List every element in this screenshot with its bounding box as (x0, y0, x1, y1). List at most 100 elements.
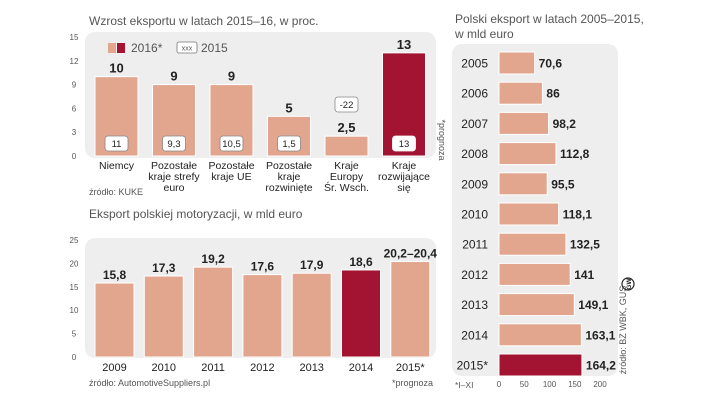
bar-2015* (498, 353, 583, 377)
y-tick-label: 15 (70, 33, 79, 42)
value-label: 86 (546, 87, 560, 101)
category-label: 2015* (396, 362, 425, 374)
category-label: kraje UE (211, 171, 251, 183)
value-label: 112,8 (560, 147, 590, 161)
legend-label-2016: 2016* (131, 41, 163, 55)
bar-2014 (341, 269, 381, 358)
bar-2010 (498, 202, 560, 226)
category-label: 2014 (461, 328, 488, 342)
category-label: rozwinięte (265, 182, 312, 194)
value-label-2015: 11 (112, 139, 122, 150)
value-label: 132,5 (570, 238, 600, 252)
category-label: rozwijające (378, 171, 430, 183)
bar-2005 (498, 51, 536, 75)
value-box-2015-4 (334, 96, 359, 113)
bar-2006 (498, 81, 543, 105)
value-label-2016: 13 (397, 37, 411, 52)
export-growth-title: Wzrost eksportu w latach 2015–16, w proc… (89, 14, 318, 28)
legend-box-text: xxx (182, 46, 193, 53)
category-label: Europy (330, 171, 364, 183)
export-growth-chart: Wzrost eksportu w latach 2015–16, w proc… (70, 14, 447, 197)
value-label: 18,6 (349, 255, 373, 269)
category-label: 2007 (461, 117, 488, 131)
value-label: 17,6 (251, 260, 275, 274)
value-label-2015: 1,5 (282, 139, 295, 150)
value-box-2015-2 (219, 135, 244, 152)
bar-2016-4 (324, 135, 369, 157)
bar-2007 (498, 111, 550, 135)
legend-swatch-2016-dark (117, 43, 125, 53)
category-label: się (397, 182, 411, 194)
bar-2010 (143, 275, 184, 358)
bar-2011 (498, 232, 567, 256)
y-tick-label: 0 (72, 353, 77, 362)
category-label: Kraje (392, 160, 417, 172)
category-label: Niemcy (99, 160, 135, 172)
bar-2014 (498, 323, 582, 347)
value-label-2015: 13 (399, 139, 410, 150)
category-label: kraje (278, 171, 301, 183)
value-label: 15,8 (103, 268, 127, 282)
category-label: 2009 (102, 362, 126, 374)
value-label: 149,1 (578, 298, 608, 312)
y-tick-label: 9 (72, 81, 77, 90)
bar-2012 (242, 274, 283, 358)
bar-2013 (291, 272, 332, 358)
y-tick-label: 3 (72, 128, 77, 137)
category-label: 2014 (349, 362, 373, 374)
category-label: 2011 (462, 238, 488, 252)
category-label: 2009 (461, 177, 488, 191)
category-label: 2005 (461, 57, 488, 71)
category-label: 2012 (250, 362, 274, 374)
bar-2011 (193, 266, 234, 358)
value-label-2015: -22 (340, 100, 354, 111)
bar-2015* (390, 261, 431, 358)
y-tick-label: 15 (70, 283, 79, 292)
export-growth-y-axis: 0 3 6 9 12 15 (70, 33, 79, 161)
value-label: 17,9 (300, 258, 324, 272)
polish-export-chart: Polski eksport w latach 2005–2015, w mld… (452, 12, 644, 390)
logo-text: GW (626, 278, 633, 290)
polish-export-bars: 2005 70,6 2006 86 2007 98,2 2008 112,8 2009 95,5 2… (457, 51, 616, 377)
value-label: 17,3 (152, 261, 176, 275)
value-label: 141 (574, 268, 594, 282)
category-label: Pozostałe (208, 160, 254, 172)
category-label: 2013 (299, 362, 323, 374)
value-label-2016: 9 (228, 69, 235, 84)
logo-circle (621, 277, 635, 291)
y-tick-label: 0 (72, 152, 77, 161)
x-tick-label: 100 (543, 380, 557, 389)
export-growth-source: źródło: KUKE (89, 187, 143, 197)
automotive-export-y-axis: 0 5 10 15 20 25 (70, 236, 79, 362)
export-growth-bars: 10 11 9 9,3 9 10,5 5 1,5 2,5 -22 13 13 (94, 37, 426, 157)
category-label: Pozostałe (266, 160, 312, 172)
value-box-2015-1 (162, 135, 186, 152)
bar-2012 (498, 262, 571, 286)
polish-export-x-axis: 0 50 100 150 200 (497, 380, 607, 389)
legend-box-2015 (176, 41, 198, 54)
category-label: Kraje (334, 160, 359, 172)
bar-2009 (498, 172, 548, 196)
value-label-2016: 5 (285, 100, 292, 115)
category-label: euro (163, 182, 184, 194)
value-label: 118,1 (563, 208, 593, 222)
value-label-2016: 2,5 (337, 120, 355, 135)
polish-export-note: *I–XI (455, 380, 473, 390)
export-growth-legend: 2016* xxx 2015 (108, 41, 228, 55)
category-label: 2011 (201, 362, 225, 374)
value-box-2015-0 (104, 135, 129, 152)
category-label: 2015* (457, 359, 489, 373)
automotive-export-bars: 15,8 17,3 19,2 17,6 17,9 18,6 20,2–20,4 (94, 247, 437, 358)
automotive-export-note: *prognoza (392, 378, 433, 388)
polish-export-title-line-1: Polski eksport w latach 2005–2015, (455, 12, 644, 26)
value-label: 163,1 (585, 328, 615, 342)
category-label: kraje strefy (148, 171, 200, 183)
category-label: 2013 (461, 298, 488, 312)
y-tick-label: 12 (70, 57, 79, 66)
category-label: 2008 (461, 147, 488, 161)
polish-export-title-line-2: w mld euro (454, 27, 514, 41)
category-label: 2010 (152, 362, 176, 374)
x-tick-label: 200 (593, 380, 607, 389)
category-label: 2006 (461, 87, 488, 101)
